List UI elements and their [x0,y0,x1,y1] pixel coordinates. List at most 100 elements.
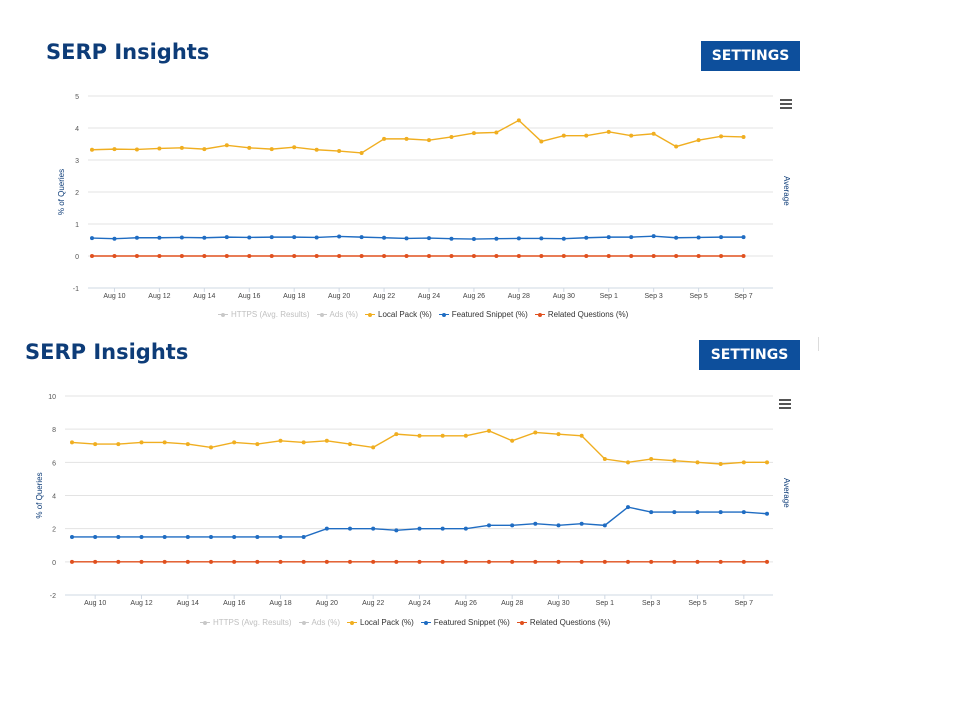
data-point[interactable] [629,133,634,138]
data-point[interactable] [440,526,445,531]
data-point[interactable] [719,254,724,258]
data-point[interactable] [427,254,431,258]
data-point[interactable] [533,559,538,564]
data-point[interactable] [696,138,701,143]
data-point[interactable] [533,521,538,526]
data-point[interactable] [510,559,515,564]
data-point[interactable] [510,523,515,528]
data-point[interactable] [427,138,431,143]
data-point[interactable] [382,254,387,258]
data-point[interactable] [561,254,566,258]
data-point[interactable] [292,145,297,150]
data-point[interactable] [602,457,607,462]
data-point[interactable] [417,526,422,531]
data-point[interactable] [301,534,306,539]
data-point[interactable] [134,147,139,152]
data-point[interactable] [337,149,342,154]
data-point[interactable] [371,559,376,564]
data-point[interactable] [255,559,260,564]
data-point[interactable] [741,460,746,465]
data-point[interactable] [651,131,656,136]
data-point[interactable] [301,440,306,445]
data-point[interactable] [449,236,454,241]
data-point[interactable] [741,254,746,258]
data-point[interactable] [70,559,74,564]
data-point[interactable] [718,510,723,515]
data-point[interactable] [359,254,364,258]
data-point[interactable] [417,559,422,564]
data-point[interactable] [269,147,274,152]
hamburger-menu-icon[interactable] [780,99,792,109]
data-point[interactable] [674,144,679,149]
data-point[interactable] [719,235,724,240]
data-point[interactable] [606,235,611,240]
data-point[interactable] [179,145,184,150]
data-point[interactable] [224,254,229,258]
data-point[interactable] [463,526,468,531]
data-point[interactable] [90,254,94,258]
data-point[interactable] [394,559,399,564]
data-point[interactable] [672,510,677,515]
data-point[interactable] [179,235,184,240]
data-point[interactable] [741,510,746,515]
data-point[interactable] [487,523,491,528]
data-point[interactable] [382,136,387,141]
data-point[interactable] [301,559,306,564]
data-point[interactable] [672,458,677,463]
data-point[interactable] [394,432,399,437]
data-point[interactable] [179,254,184,258]
data-point[interactable] [440,433,445,438]
data-point[interactable] [112,254,117,258]
data-point[interactable] [404,136,409,141]
data-point[interactable] [765,460,769,465]
legend-item[interactable]: Featured Snippet (%) [420,618,510,627]
data-point[interactable] [232,534,237,539]
hamburger-menu-icon[interactable] [779,399,791,409]
data-point[interactable] [651,234,656,239]
data-point[interactable] [626,559,630,564]
data-point[interactable] [90,147,94,152]
legend-item[interactable]: HTTPS (Avg. Results) [218,310,310,319]
data-point[interactable] [471,131,476,136]
data-point[interactable] [741,235,746,240]
data-point[interactable] [516,254,521,258]
data-point[interactable] [606,129,611,134]
data-point[interactable] [741,559,746,564]
data-point[interactable] [741,134,746,139]
data-point[interactable] [70,534,74,539]
data-point[interactable] [112,236,117,241]
data-point[interactable] [561,236,566,241]
data-point[interactable] [695,460,700,465]
legend-item[interactable]: Ads (%) [316,310,358,319]
data-point[interactable] [649,559,654,564]
data-point[interactable] [337,234,342,239]
data-point[interactable] [584,133,589,138]
data-point[interactable] [626,505,630,510]
data-point[interactable] [324,526,329,531]
legend-item[interactable]: Related Questions (%) [534,310,628,319]
legend-item[interactable]: Local Pack (%) [365,310,432,319]
legend-item[interactable]: HTTPS (Avg. Results) [200,618,292,627]
data-point[interactable] [324,438,329,443]
data-point[interactable] [157,146,162,151]
data-point[interactable] [494,236,499,241]
data-point[interactable] [93,559,98,564]
data-point[interactable] [134,235,139,240]
data-point[interactable] [292,235,297,240]
data-point[interactable] [579,433,584,438]
data-point[interactable] [185,442,190,447]
settings-button[interactable]: SETTINGS [699,340,800,370]
data-point[interactable] [494,254,499,258]
data-point[interactable] [449,254,454,258]
data-point[interactable] [255,534,260,539]
data-point[interactable] [209,559,213,564]
data-point[interactable] [139,559,144,564]
data-point[interactable] [247,235,252,240]
data-point[interactable] [116,534,121,539]
data-point[interactable] [672,559,677,564]
data-point[interactable] [224,235,229,240]
data-point[interactable] [162,534,167,539]
data-point[interactable] [314,147,319,152]
data-point[interactable] [471,254,476,258]
data-point[interactable] [157,235,162,240]
